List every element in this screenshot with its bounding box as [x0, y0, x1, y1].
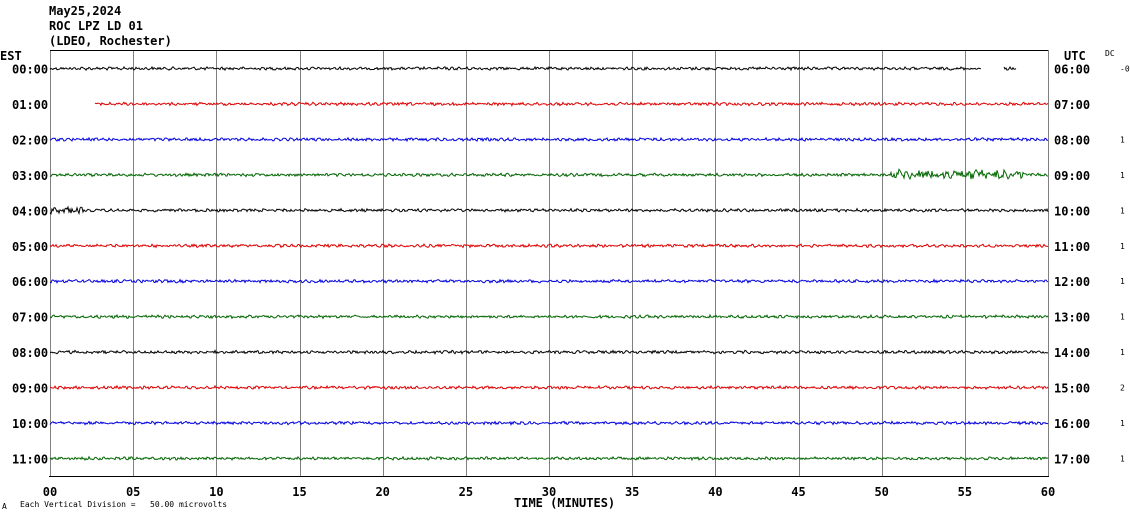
utc-hour-label: 16:00 [1054, 417, 1090, 431]
dc-offset-label: 2 [1120, 384, 1125, 393]
utc-hour-label: 10:00 [1054, 204, 1090, 218]
x-tick-label: 30 [542, 485, 556, 499]
est-hour-label: 07:00 [12, 311, 48, 325]
x-tick-label: 15 [292, 485, 306, 499]
dc-offset-label: 1 [1120, 242, 1125, 251]
utc-hour-label: 17:00 [1054, 452, 1090, 466]
est-hour-label: 06:00 [12, 275, 48, 289]
dc-offset-label: 1 [1120, 419, 1125, 428]
x-tick-label: 25 [459, 485, 473, 499]
est-hour-label: 03:00 [12, 169, 48, 183]
dc-offset-label: 1 [1120, 313, 1125, 322]
utc-hour-label: 15:00 [1054, 382, 1090, 396]
x-tick-label: 05 [126, 485, 140, 499]
x-tick-label: 55 [958, 485, 972, 499]
trace-line [49, 313, 1049, 320]
dc-offset-label: 1 [1120, 348, 1125, 357]
est-hour-label: 02:00 [12, 133, 48, 147]
utc-hour-label: 09:00 [1054, 169, 1090, 183]
est-label: EST [0, 49, 22, 63]
trace-line [49, 243, 1049, 249]
est-hour-label: 04:00 [12, 204, 48, 218]
trace-line [49, 136, 1049, 143]
est-hour-label: 01:00 [12, 98, 48, 112]
x-tick-label: 40 [708, 485, 722, 499]
x-tick-label: 20 [375, 485, 389, 499]
est-hour-label: 11:00 [12, 452, 48, 466]
network-title: (LDEO, Rochester) [49, 34, 172, 48]
x-tick-label: 45 [791, 485, 805, 499]
est-hour-label: 00:00 [12, 63, 48, 77]
corner-mark: A [2, 502, 7, 511]
dc-offset-label: 1 [1120, 206, 1125, 215]
utc-hour-label: 12:00 [1054, 275, 1090, 289]
x-tick-label: 50 [874, 485, 888, 499]
est-hour-label: 05:00 [12, 240, 48, 254]
utc-hour-label: 11:00 [1054, 240, 1090, 254]
station-title: ROC LPZ LD 01 [49, 19, 143, 33]
x-tick-label: 10 [209, 485, 223, 499]
utc-label: UTC [1064, 49, 1086, 63]
trace-line [94, 101, 1049, 107]
dc-offset-label: 1 [1120, 454, 1125, 463]
trace-line [49, 205, 1049, 216]
utc-hour-label: 14:00 [1054, 346, 1090, 360]
dc-offset-label: -0 [1120, 65, 1130, 74]
dc-offset-label: 1 [1120, 171, 1125, 180]
x-tick-label: 35 [625, 485, 639, 499]
est-hour-label: 09:00 [12, 382, 48, 396]
trace-line [49, 349, 1049, 355]
est-hour-label: 10:00 [12, 417, 48, 431]
trace-line [49, 278, 1049, 284]
dc-label: DC [1105, 49, 1115, 58]
trace-line [49, 420, 1049, 426]
x-axis-title: TIME (MINUTES) [514, 496, 616, 510]
utc-hour-label: 06:00 [1054, 63, 1090, 77]
utc-hour-label: 07:00 [1054, 98, 1090, 112]
x-tick-label: 00 [43, 485, 57, 499]
est-hour-label: 08:00 [12, 346, 48, 360]
trace-line [49, 65, 1017, 72]
date-title: May25,2024 [49, 4, 122, 18]
dc-offset-label: 1 [1120, 277, 1125, 286]
trace-line [49, 455, 1049, 462]
trace-line [49, 168, 1049, 181]
utc-hour-label: 13:00 [1054, 311, 1090, 325]
division-note: Each Vertical Division = 50.00 microvolt… [20, 500, 228, 509]
utc-hour-label: 08:00 [1054, 133, 1090, 147]
dc-offset-label: 1 [1120, 135, 1125, 144]
trace-line [49, 384, 1049, 391]
x-tick-label: 60 [1041, 485, 1055, 499]
